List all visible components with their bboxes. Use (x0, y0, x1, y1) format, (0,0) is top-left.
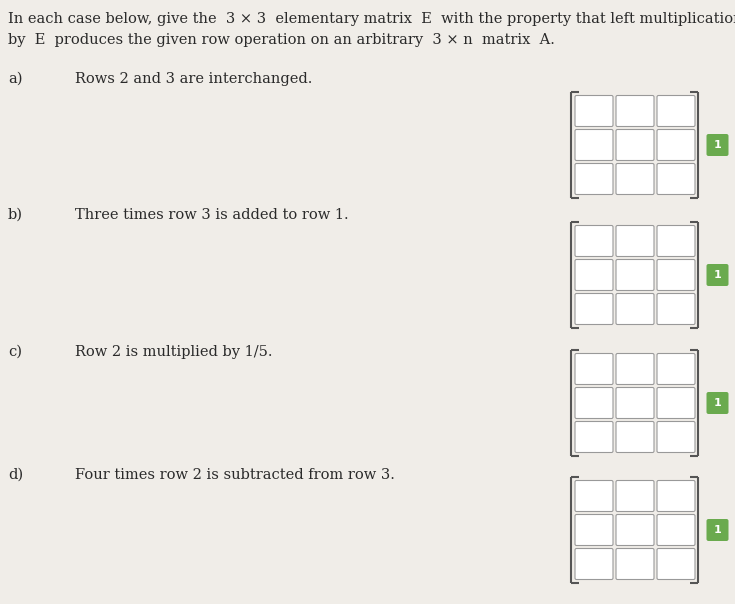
Text: 1: 1 (714, 525, 721, 535)
FancyBboxPatch shape (657, 388, 695, 419)
FancyBboxPatch shape (706, 519, 728, 541)
FancyBboxPatch shape (616, 548, 654, 579)
FancyBboxPatch shape (616, 129, 654, 161)
Text: Row 2 is multiplied by 1/5.: Row 2 is multiplied by 1/5. (75, 345, 273, 359)
FancyBboxPatch shape (657, 422, 695, 452)
Text: Rows 2 and 3 are interchanged.: Rows 2 and 3 are interchanged. (75, 72, 312, 86)
FancyBboxPatch shape (657, 129, 695, 161)
FancyBboxPatch shape (616, 353, 654, 385)
FancyBboxPatch shape (616, 388, 654, 419)
Text: 1: 1 (714, 270, 721, 280)
FancyBboxPatch shape (575, 422, 613, 452)
Text: d): d) (8, 468, 23, 482)
Text: 1: 1 (714, 398, 721, 408)
FancyBboxPatch shape (575, 388, 613, 419)
Text: Three times row 3 is added to row 1.: Three times row 3 is added to row 1. (75, 208, 348, 222)
FancyBboxPatch shape (575, 164, 613, 194)
FancyBboxPatch shape (657, 548, 695, 579)
FancyBboxPatch shape (706, 392, 728, 414)
Text: by  E  produces the given row operation on an arbitrary  3 × n  matrix  A.: by E produces the given row operation on… (8, 33, 555, 47)
Text: In each case below, give the  3 × 3  elementary matrix  E  with the property tha: In each case below, give the 3 × 3 eleme… (8, 12, 735, 26)
FancyBboxPatch shape (616, 260, 654, 291)
Text: Four times row 2 is subtracted from row 3.: Four times row 2 is subtracted from row … (75, 468, 395, 482)
FancyBboxPatch shape (575, 353, 613, 385)
FancyBboxPatch shape (616, 481, 654, 512)
FancyBboxPatch shape (616, 164, 654, 194)
FancyBboxPatch shape (706, 264, 728, 286)
FancyBboxPatch shape (657, 481, 695, 512)
Text: b): b) (8, 208, 23, 222)
FancyBboxPatch shape (706, 134, 728, 156)
FancyBboxPatch shape (575, 548, 613, 579)
FancyBboxPatch shape (657, 164, 695, 194)
FancyBboxPatch shape (575, 294, 613, 324)
FancyBboxPatch shape (575, 481, 613, 512)
FancyBboxPatch shape (575, 515, 613, 545)
Text: 1: 1 (714, 140, 721, 150)
Text: a): a) (8, 72, 23, 86)
FancyBboxPatch shape (616, 422, 654, 452)
FancyBboxPatch shape (616, 225, 654, 257)
FancyBboxPatch shape (657, 353, 695, 385)
FancyBboxPatch shape (616, 95, 654, 126)
FancyBboxPatch shape (657, 260, 695, 291)
Text: c): c) (8, 345, 22, 359)
FancyBboxPatch shape (575, 129, 613, 161)
FancyBboxPatch shape (657, 225, 695, 257)
FancyBboxPatch shape (657, 294, 695, 324)
FancyBboxPatch shape (575, 225, 613, 257)
FancyBboxPatch shape (575, 95, 613, 126)
FancyBboxPatch shape (657, 515, 695, 545)
FancyBboxPatch shape (616, 515, 654, 545)
FancyBboxPatch shape (616, 294, 654, 324)
FancyBboxPatch shape (657, 95, 695, 126)
FancyBboxPatch shape (575, 260, 613, 291)
